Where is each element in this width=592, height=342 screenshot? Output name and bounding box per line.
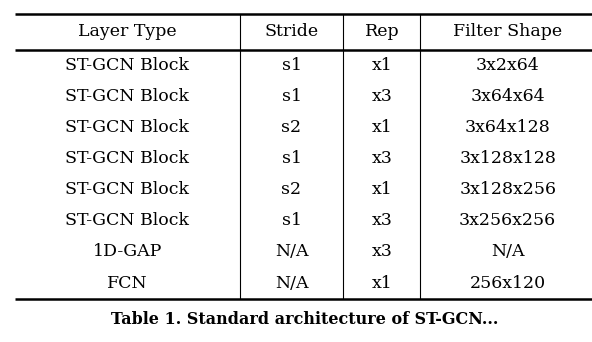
Text: x1: x1 xyxy=(371,181,392,198)
Text: s1: s1 xyxy=(282,57,301,74)
Text: 3x256x256: 3x256x256 xyxy=(459,212,556,229)
Text: s2: s2 xyxy=(282,119,301,136)
Text: N/A: N/A xyxy=(491,244,525,260)
Text: FCN: FCN xyxy=(107,275,147,291)
Text: s1: s1 xyxy=(282,212,301,229)
Text: ST-GCN Block: ST-GCN Block xyxy=(65,181,189,198)
Text: ST-GCN Block: ST-GCN Block xyxy=(65,150,189,167)
Text: Filter Shape: Filter Shape xyxy=(453,23,562,40)
Text: 3x128x256: 3x128x256 xyxy=(459,181,556,198)
Text: x3: x3 xyxy=(371,244,392,260)
Text: Rep: Rep xyxy=(365,23,399,40)
Text: Stride: Stride xyxy=(265,23,318,40)
Text: s2: s2 xyxy=(282,181,301,198)
Text: Layer Type: Layer Type xyxy=(78,23,176,40)
Text: 3x2x64: 3x2x64 xyxy=(476,57,539,74)
Text: 1D-GAP: 1D-GAP xyxy=(92,244,162,260)
Text: s1: s1 xyxy=(282,88,301,105)
Text: Table 1. Standard architecture of ST-GCN...: Table 1. Standard architecture of ST-GCN… xyxy=(111,311,498,328)
Text: ST-GCN Block: ST-GCN Block xyxy=(65,57,189,74)
Text: 3x64x128: 3x64x128 xyxy=(465,119,551,136)
Text: x1: x1 xyxy=(371,57,392,74)
Text: s1: s1 xyxy=(282,150,301,167)
Text: ST-GCN Block: ST-GCN Block xyxy=(65,88,189,105)
Text: x3: x3 xyxy=(371,150,392,167)
Text: x1: x1 xyxy=(371,275,392,291)
Text: ST-GCN Block: ST-GCN Block xyxy=(65,119,189,136)
Text: 3x64x64: 3x64x64 xyxy=(470,88,545,105)
Text: 256x120: 256x120 xyxy=(469,275,546,291)
Text: x3: x3 xyxy=(371,88,392,105)
Text: x3: x3 xyxy=(371,212,392,229)
Text: N/A: N/A xyxy=(275,275,308,291)
Text: x1: x1 xyxy=(371,119,392,136)
Text: ST-GCN Block: ST-GCN Block xyxy=(65,212,189,229)
Text: 3x128x128: 3x128x128 xyxy=(459,150,556,167)
Text: N/A: N/A xyxy=(275,244,308,260)
